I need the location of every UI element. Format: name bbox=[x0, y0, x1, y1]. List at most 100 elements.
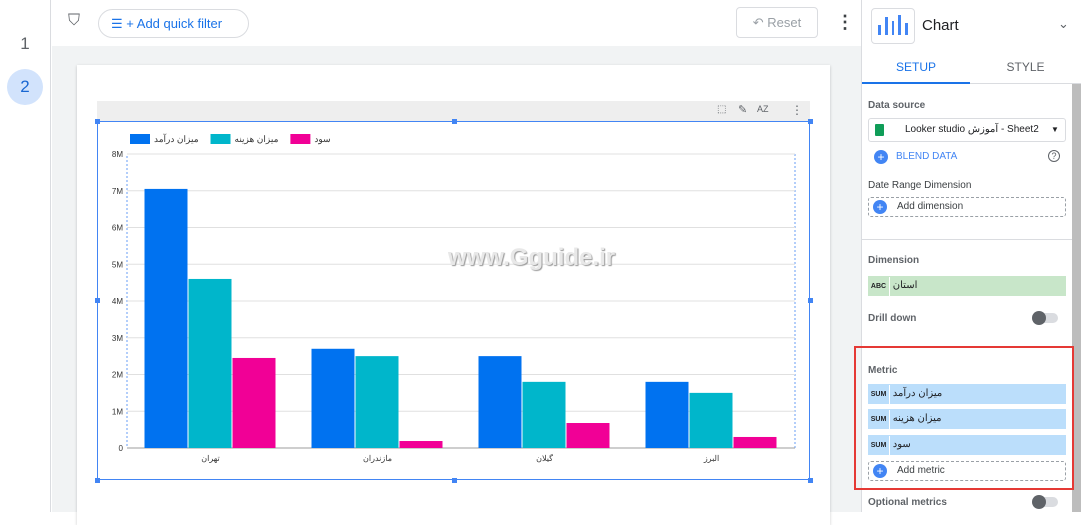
divider bbox=[862, 239, 1072, 240]
metric-agg: SUM bbox=[868, 436, 890, 456]
y-tick-label: 6M bbox=[112, 224, 123, 233]
y-tick-label: 1M bbox=[112, 407, 123, 416]
reset-button[interactable]: ↶ Reset bbox=[736, 7, 818, 38]
chart-type-selector[interactable]: Chart ⌄ bbox=[862, 0, 1081, 52]
drill-down-toggle[interactable] bbox=[1032, 311, 1058, 325]
bar bbox=[311, 348, 355, 448]
chevron-down-icon: ⌄ bbox=[1058, 16, 1069, 31]
date-range-label: Date Range Dimension bbox=[868, 180, 972, 191]
legend-swatch bbox=[130, 134, 150, 144]
page-2[interactable]: 2 bbox=[7, 69, 43, 105]
legend-swatch bbox=[210, 134, 231, 144]
bar-chart[interactable]: 0 1M 2M 3M 4M 5M 6M 7M 8M تهران مازندران گیلان البرز… bbox=[97, 121, 810, 480]
metric-name: میزان درآمد bbox=[892, 388, 943, 399]
plus-icon: + bbox=[873, 200, 887, 214]
resize-handle[interactable] bbox=[95, 478, 100, 483]
metric-name: سود bbox=[892, 439, 911, 450]
bar bbox=[733, 436, 777, 448]
metric-chip[interactable]: SUM سود bbox=[868, 435, 1066, 456]
metric-name: میزان هزینه bbox=[892, 413, 942, 424]
y-tick-label: 2M bbox=[112, 371, 123, 380]
plus-icon: + bbox=[874, 150, 888, 164]
resize-handle[interactable] bbox=[452, 478, 457, 483]
bar bbox=[144, 188, 188, 448]
dimension-label: Dimension bbox=[868, 255, 920, 266]
drill-down-label: Drill down bbox=[868, 313, 917, 324]
panel-scrollbar[interactable] bbox=[1072, 84, 1081, 512]
add-dimension-button[interactable]: + Add dimension bbox=[868, 197, 1066, 217]
legend-swatch bbox=[290, 134, 311, 144]
bar-chart-icon bbox=[871, 8, 915, 44]
resize-handle[interactable] bbox=[808, 298, 813, 303]
blend-data-button[interactable]: + BLEND DATA bbox=[872, 149, 957, 165]
resize-handle[interactable] bbox=[95, 298, 100, 303]
x-tick-label: تهران bbox=[201, 454, 219, 463]
resize-handle[interactable] bbox=[808, 119, 813, 124]
sort-icon[interactable]: AZ bbox=[757, 104, 769, 114]
dimension-chip[interactable]: ABC استان bbox=[868, 276, 1066, 297]
filter-icon[interactable]: ⛉ bbox=[68, 12, 81, 29]
page-1[interactable]: 1 bbox=[20, 34, 30, 53]
x-tick-label: گیلان bbox=[536, 453, 553, 463]
resize-handle[interactable] bbox=[95, 119, 100, 124]
metric-agg: SUM bbox=[868, 385, 890, 405]
edit-icon[interactable]: ✎ bbox=[738, 104, 748, 116]
x-tick-label: مازندران bbox=[363, 454, 392, 463]
y-tick-label: 5M bbox=[112, 260, 123, 269]
add-dimension-label: Add dimension bbox=[897, 201, 964, 212]
optional-metrics-label: Optional metrics bbox=[868, 497, 947, 508]
bar bbox=[566, 423, 610, 448]
y-tick-label: 7M bbox=[112, 187, 123, 196]
help-icon[interactable]: ? bbox=[1048, 150, 1060, 162]
add-metric-button[interactable]: + Add metric bbox=[868, 461, 1066, 481]
dimension-type: ABC bbox=[868, 277, 890, 297]
dropdown-arrow-icon: ▼ bbox=[1051, 125, 1059, 134]
watermark: www.Gguide.ir bbox=[448, 244, 616, 271]
optional-metrics-toggle[interactable] bbox=[1032, 495, 1058, 509]
report-toolbar: ⛉ ☰ + Add quick filter ↶ Reset ⋮ bbox=[52, 0, 861, 46]
plus-icon: + bbox=[873, 464, 887, 478]
resize-handle[interactable] bbox=[808, 478, 813, 483]
select-icon[interactable]: ⬚ bbox=[717, 104, 727, 115]
metric-agg: SUM bbox=[868, 410, 890, 430]
chart-title: Chart bbox=[922, 17, 959, 34]
bar bbox=[399, 441, 443, 448]
properties-panel: Chart ⌄ SETUP STYLE Data source Looker s… bbox=[854, 0, 1081, 512]
blend-data-label: BLEND DATA bbox=[896, 151, 958, 162]
add-metric-label: Add metric bbox=[897, 465, 945, 476]
bar bbox=[522, 381, 566, 448]
y-tick-label: 3M bbox=[112, 334, 123, 343]
legend-label: میزان درآمد bbox=[154, 133, 199, 145]
metric-chip[interactable]: SUM میزان هزینه bbox=[868, 409, 1066, 430]
bar bbox=[689, 392, 733, 448]
more-options-icon[interactable]: ⋮ bbox=[836, 12, 854, 32]
chart-menu-icon[interactable]: ⋮ bbox=[791, 103, 803, 117]
legend-label: سود bbox=[314, 134, 330, 145]
bar bbox=[188, 278, 232, 448]
reset-label: Reset bbox=[767, 15, 802, 30]
metric-chip[interactable]: SUM میزان درآمد bbox=[868, 384, 1066, 405]
data-source-label: Data source bbox=[868, 100, 926, 111]
metric-highlight-box bbox=[854, 346, 1074, 490]
page-navigator: 1 2 bbox=[0, 0, 51, 512]
chart-header-bar: ⬚ ✎ AZ ⋮ bbox=[97, 101, 810, 121]
resize-handle[interactable] bbox=[452, 119, 457, 124]
dimension-name: استان bbox=[892, 280, 918, 291]
data-source-select[interactable]: Looker studio آموزش - Sheet2 ▼ bbox=[868, 118, 1066, 142]
tab-style[interactable]: STYLE bbox=[970, 52, 1081, 84]
sheets-icon bbox=[875, 124, 884, 136]
legend-label: میزان هزینه bbox=[235, 134, 279, 145]
bar bbox=[645, 381, 689, 448]
chart-svg: 0 1M 2M 3M 4M 5M 6M 7M 8M تهران مازندران گیلان البرز… bbox=[112, 133, 796, 463]
add-quick-filter-label: + Add quick filter bbox=[126, 16, 223, 31]
bar bbox=[478, 356, 522, 448]
filter-list-icon: ☰ bbox=[111, 16, 123, 31]
y-tick-label: 4M bbox=[112, 297, 123, 306]
bar bbox=[355, 356, 399, 448]
undo-icon: ↶ bbox=[752, 15, 764, 30]
tab-setup[interactable]: SETUP bbox=[862, 52, 970, 84]
add-quick-filter-button[interactable]: ☰ + Add quick filter bbox=[98, 9, 249, 38]
metric-label: Metric bbox=[868, 365, 898, 376]
bar bbox=[232, 357, 276, 448]
y-tick-label: 0 bbox=[119, 444, 124, 453]
